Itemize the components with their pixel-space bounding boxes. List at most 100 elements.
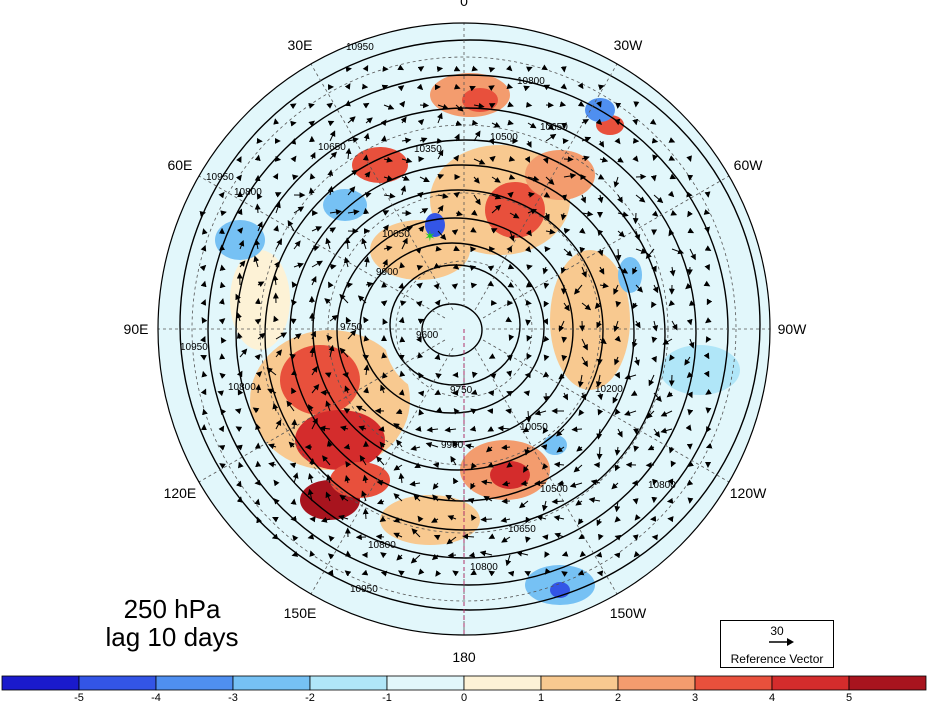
wind-vector: [273, 479, 280, 487]
wind-vector: [236, 444, 243, 451]
contour-label: 10650: [508, 524, 536, 535]
wind-vector: [687, 460, 694, 467]
wind-vector: [199, 264, 207, 272]
wind-vector: [491, 204, 502, 214]
longitude-label: 90W: [778, 321, 808, 337]
wind-vector: [577, 518, 584, 525]
wind-vector: [542, 157, 549, 164]
wind-vector: [450, 455, 457, 466]
wind-vector: [437, 173, 445, 180]
wind-vector: [416, 282, 423, 289]
wind-vector: [501, 536, 511, 543]
wind-vector: [289, 462, 297, 469]
wind-vector: [339, 494, 349, 502]
wind-vector: [275, 238, 283, 250]
wind-vector: [399, 370, 406, 378]
wind-vector: [236, 332, 243, 340]
wind-vector: [437, 204, 444, 214]
wind-vector: [432, 462, 440, 469]
wind-vector: [413, 494, 421, 502]
wind-vector: [487, 280, 495, 287]
wind-vector: [434, 353, 441, 361]
wind-vector: [525, 410, 532, 423]
wind-vector: [580, 194, 586, 204]
wind-vector: [381, 352, 388, 359]
wind-vector: [561, 571, 568, 577]
wind-vector: [534, 409, 547, 416]
wind-vector: [397, 354, 405, 361]
wind-vector: [705, 426, 712, 433]
wind-vector: [471, 65, 479, 72]
wind-vector: [579, 246, 586, 254]
contour-label: 10500: [540, 484, 568, 495]
wind-vector: [563, 227, 571, 234]
wind-vector: [578, 409, 585, 416]
wind-vector: [581, 356, 588, 368]
wind-vector: [289, 353, 296, 360]
wind-vector: [234, 408, 242, 415]
colorbar-swatch: [848, 675, 927, 691]
wind-vector: [560, 266, 567, 274]
wind-vector: [361, 490, 367, 502]
wind-vector: [236, 227, 244, 234]
wind-vector: [401, 237, 408, 250]
wind-vector: [561, 194, 567, 201]
wind-vector: [393, 464, 403, 471]
wind-vector: [363, 364, 370, 376]
wind-vector: [363, 335, 370, 342]
wind-vector: [200, 299, 207, 306]
wind-vector: [383, 175, 394, 181]
wind-vector: [379, 441, 386, 449]
wind-vector: [670, 460, 677, 468]
wind-vector: [293, 240, 301, 250]
wind-vector: [437, 112, 443, 124]
wind-vector: [364, 192, 372, 198]
wind-vector: [541, 64, 548, 71]
wind-vector: [453, 407, 460, 415]
wind-vector: [525, 229, 532, 237]
wind-vector: [361, 237, 368, 250]
wind-vector: [489, 373, 497, 380]
wind-vector: [527, 191, 535, 198]
wind-vector: [667, 190, 675, 198]
wind-vector: [526, 264, 533, 271]
contour-label: 10350: [414, 144, 442, 155]
contour-label: 10800: [648, 480, 676, 491]
wind-vector: [257, 221, 263, 232]
wind-vector: [383, 245, 393, 252]
wind-vector: [273, 225, 279, 232]
wind-vector: [453, 83, 461, 90]
wind-vector: [435, 372, 442, 379]
wind-vector: [575, 499, 583, 506]
meridian-line: [474, 63, 618, 311]
wind-vector: [435, 570, 442, 577]
wind-vector: [488, 85, 495, 91]
wind-vector: [254, 353, 261, 361]
wind-vector: [598, 533, 604, 541]
wind-vector: [527, 208, 537, 215]
wind-vector: [470, 389, 478, 395]
wind-vector: [329, 130, 336, 142]
colorbar-swatch: [386, 675, 465, 691]
wind-vector: [419, 137, 428, 144]
wind-vector: [426, 426, 439, 433]
wind-vector: [542, 318, 548, 325]
wind-vector: [632, 534, 639, 541]
map-outline: [157, 22, 771, 636]
wind-vector: [465, 443, 475, 450]
wind-vector: [365, 281, 374, 288]
wind-vector: [309, 173, 316, 180]
wind-vector: [435, 406, 443, 413]
wind-vector: [382, 210, 390, 216]
meridian-line: [482, 175, 730, 319]
colorbar-swatch: [617, 675, 696, 691]
wind-vector: [362, 474, 369, 484]
colorbar-tick-label: -3: [228, 692, 238, 702]
wind-vector: [454, 133, 460, 142]
wind-vector: [483, 495, 493, 502]
wind-vector: [358, 425, 367, 432]
wind-vector: [410, 554, 421, 564]
wind-vector: [220, 337, 227, 344]
colorbar-tick-label: 2: [615, 692, 621, 702]
wind-vector: [347, 116, 356, 124]
